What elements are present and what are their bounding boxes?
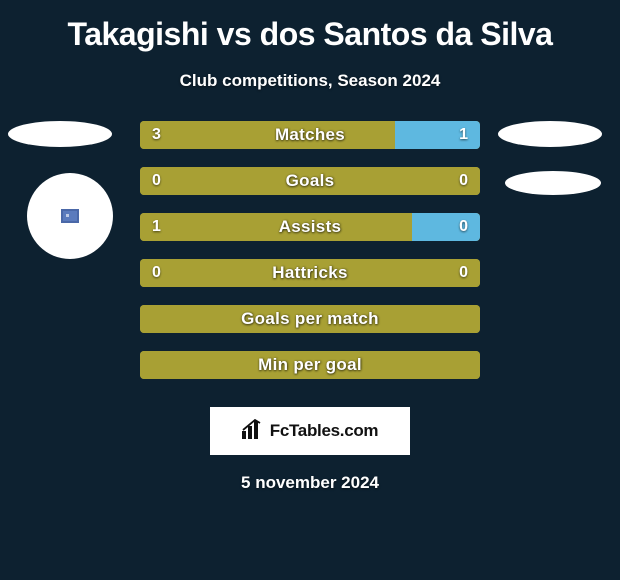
right-player-badge-ellipse — [498, 121, 602, 147]
bar-label: Min per goal — [140, 351, 480, 379]
bar-value-right: 0 — [459, 259, 468, 287]
bar-label: Goals per match — [140, 305, 480, 333]
comparison-bars: Matches31Goals00Assists10Hattricks00Goal… — [140, 121, 480, 397]
page-subtitle: Club competitions, Season 2024 — [0, 71, 620, 91]
left-player-badge-ellipse — [8, 121, 112, 147]
bar-value-right: 1 — [459, 121, 468, 149]
bar-value-right: 0 — [459, 167, 468, 195]
bar-row-assists: Assists1 0 — [140, 213, 480, 241]
bar-row-matches: Matches3 1 — [140, 121, 480, 149]
bar-label: Matches — [140, 121, 480, 149]
bar-row-hattricks: Hattricks0 0 — [140, 259, 480, 287]
bar-value-left: 0 — [152, 167, 161, 195]
bar-value-left: 3 — [152, 121, 161, 149]
avatar-flag-icon — [61, 209, 79, 223]
bar-value-right: 0 — [459, 213, 468, 241]
comparison-area: Matches31Goals00Assists10Hattricks00Goal… — [0, 121, 620, 401]
bar-row-goals-per-match: Goals per match — [140, 305, 480, 333]
bar-value-left: 0 — [152, 259, 161, 287]
page-title: Takagishi vs dos Santos da Silva — [0, 16, 620, 53]
fctables-logo-icon — [242, 419, 264, 444]
bar-label: Assists — [140, 213, 480, 241]
left-player-avatar-circle — [27, 173, 113, 259]
right-player-badge-ellipse-2 — [505, 171, 601, 195]
date-line: 5 november 2024 — [0, 473, 620, 493]
bar-row-goals: Goals0 0 — [140, 167, 480, 195]
watermark-box: FcTables.com — [210, 407, 410, 455]
bar-value-left: 1 — [152, 213, 161, 241]
watermark-text: FcTables.com — [270, 421, 379, 441]
bar-label: Hattricks — [140, 259, 480, 287]
bar-row-min-per-goal: Min per goal — [140, 351, 480, 379]
bar-label: Goals — [140, 167, 480, 195]
